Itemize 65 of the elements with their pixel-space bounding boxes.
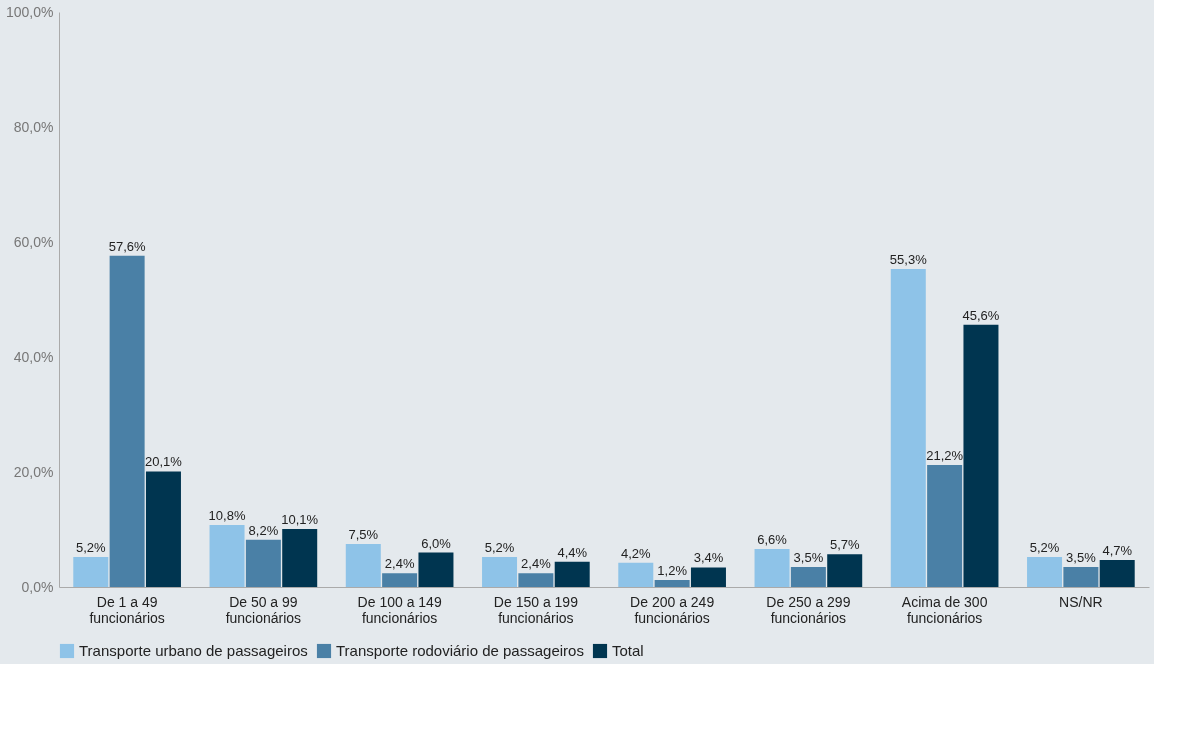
bar (518, 573, 554, 587)
bar (554, 561, 590, 587)
data-label: 5,7% (829, 537, 860, 553)
x-tick-label: De 200 a 249 funcionários (630, 593, 715, 626)
data-label: 2,4% (384, 556, 415, 572)
x-tick-label: De 100 a 149 funcionários (357, 593, 442, 626)
data-label: 3,5% (793, 549, 824, 565)
bar (418, 552, 454, 587)
data-label: 5,2% (484, 540, 515, 556)
bar (282, 528, 318, 587)
data-label: 2,4% (521, 556, 552, 572)
y-tick-label: 80,0% (13, 118, 54, 135)
bar (654, 580, 690, 587)
x-tick-label: De 1 a 49 funcionários (89, 593, 165, 626)
data-label: 10,8% (208, 507, 246, 523)
data-label: 10,1% (281, 511, 319, 527)
bar (1063, 566, 1099, 587)
bar (618, 562, 654, 587)
y-tick-label: 60,0% (13, 233, 54, 250)
x-tick-label: NS/NR (1059, 593, 1103, 610)
data-label: 5,2% (75, 540, 107, 556)
data-label: 6,6% (757, 532, 788, 548)
data-label: 6,0% (421, 535, 452, 551)
data-label: 1,2% (657, 563, 688, 579)
bar (790, 566, 826, 587)
data-label: 45,6% (962, 307, 1000, 323)
data-label: 4,2% (620, 545, 652, 561)
data-label: 3,5% (1066, 549, 1097, 565)
data-label: 21,2% (926, 448, 964, 464)
data-label: 4,7% (1102, 542, 1133, 558)
x-tick-label: De 150 a 199 funcionários (493, 593, 579, 626)
bar (754, 549, 790, 587)
x-tick-label: De 250 a 299 funcionários (766, 593, 851, 626)
data-label: 55,3% (889, 252, 928, 268)
y-tick-label: 40,0% (13, 348, 54, 365)
bar (345, 543, 381, 587)
data-label: 57,6% (108, 238, 146, 254)
data-label: 8,2% (248, 522, 279, 538)
y-tick-label: 0,0% (21, 578, 54, 595)
bar (209, 524, 245, 587)
bar (1099, 559, 1135, 587)
bar (145, 471, 181, 587)
legend-label: Total (612, 642, 644, 659)
bar (482, 557, 518, 587)
bar (73, 557, 109, 587)
bar (690, 567, 726, 587)
bar (1027, 557, 1063, 587)
data-label: 5,2% (1029, 540, 1060, 556)
bar (927, 465, 963, 587)
x-tick-label: Acima de 300 funcionários (901, 593, 988, 626)
y-tick-label: 20,0% (13, 463, 54, 480)
x-tick-label: De 50 a 99 funcionários (225, 593, 302, 626)
data-label: 3,4% (693, 550, 724, 566)
bar (963, 324, 999, 587)
data-label: 4,4% (557, 544, 588, 560)
bar (890, 269, 926, 587)
bar (382, 573, 418, 587)
bar (245, 539, 281, 587)
bar (109, 255, 145, 587)
bar (827, 554, 863, 587)
legend-label: Transporte urbano de passageiros (79, 642, 308, 659)
y-tick-label: 100,0% (6, 3, 54, 20)
legend-label: Transporte rodoviário de passageiros (336, 642, 584, 659)
data-label: 7,5% (348, 526, 379, 542)
data-label: 20,1% (145, 454, 183, 470)
